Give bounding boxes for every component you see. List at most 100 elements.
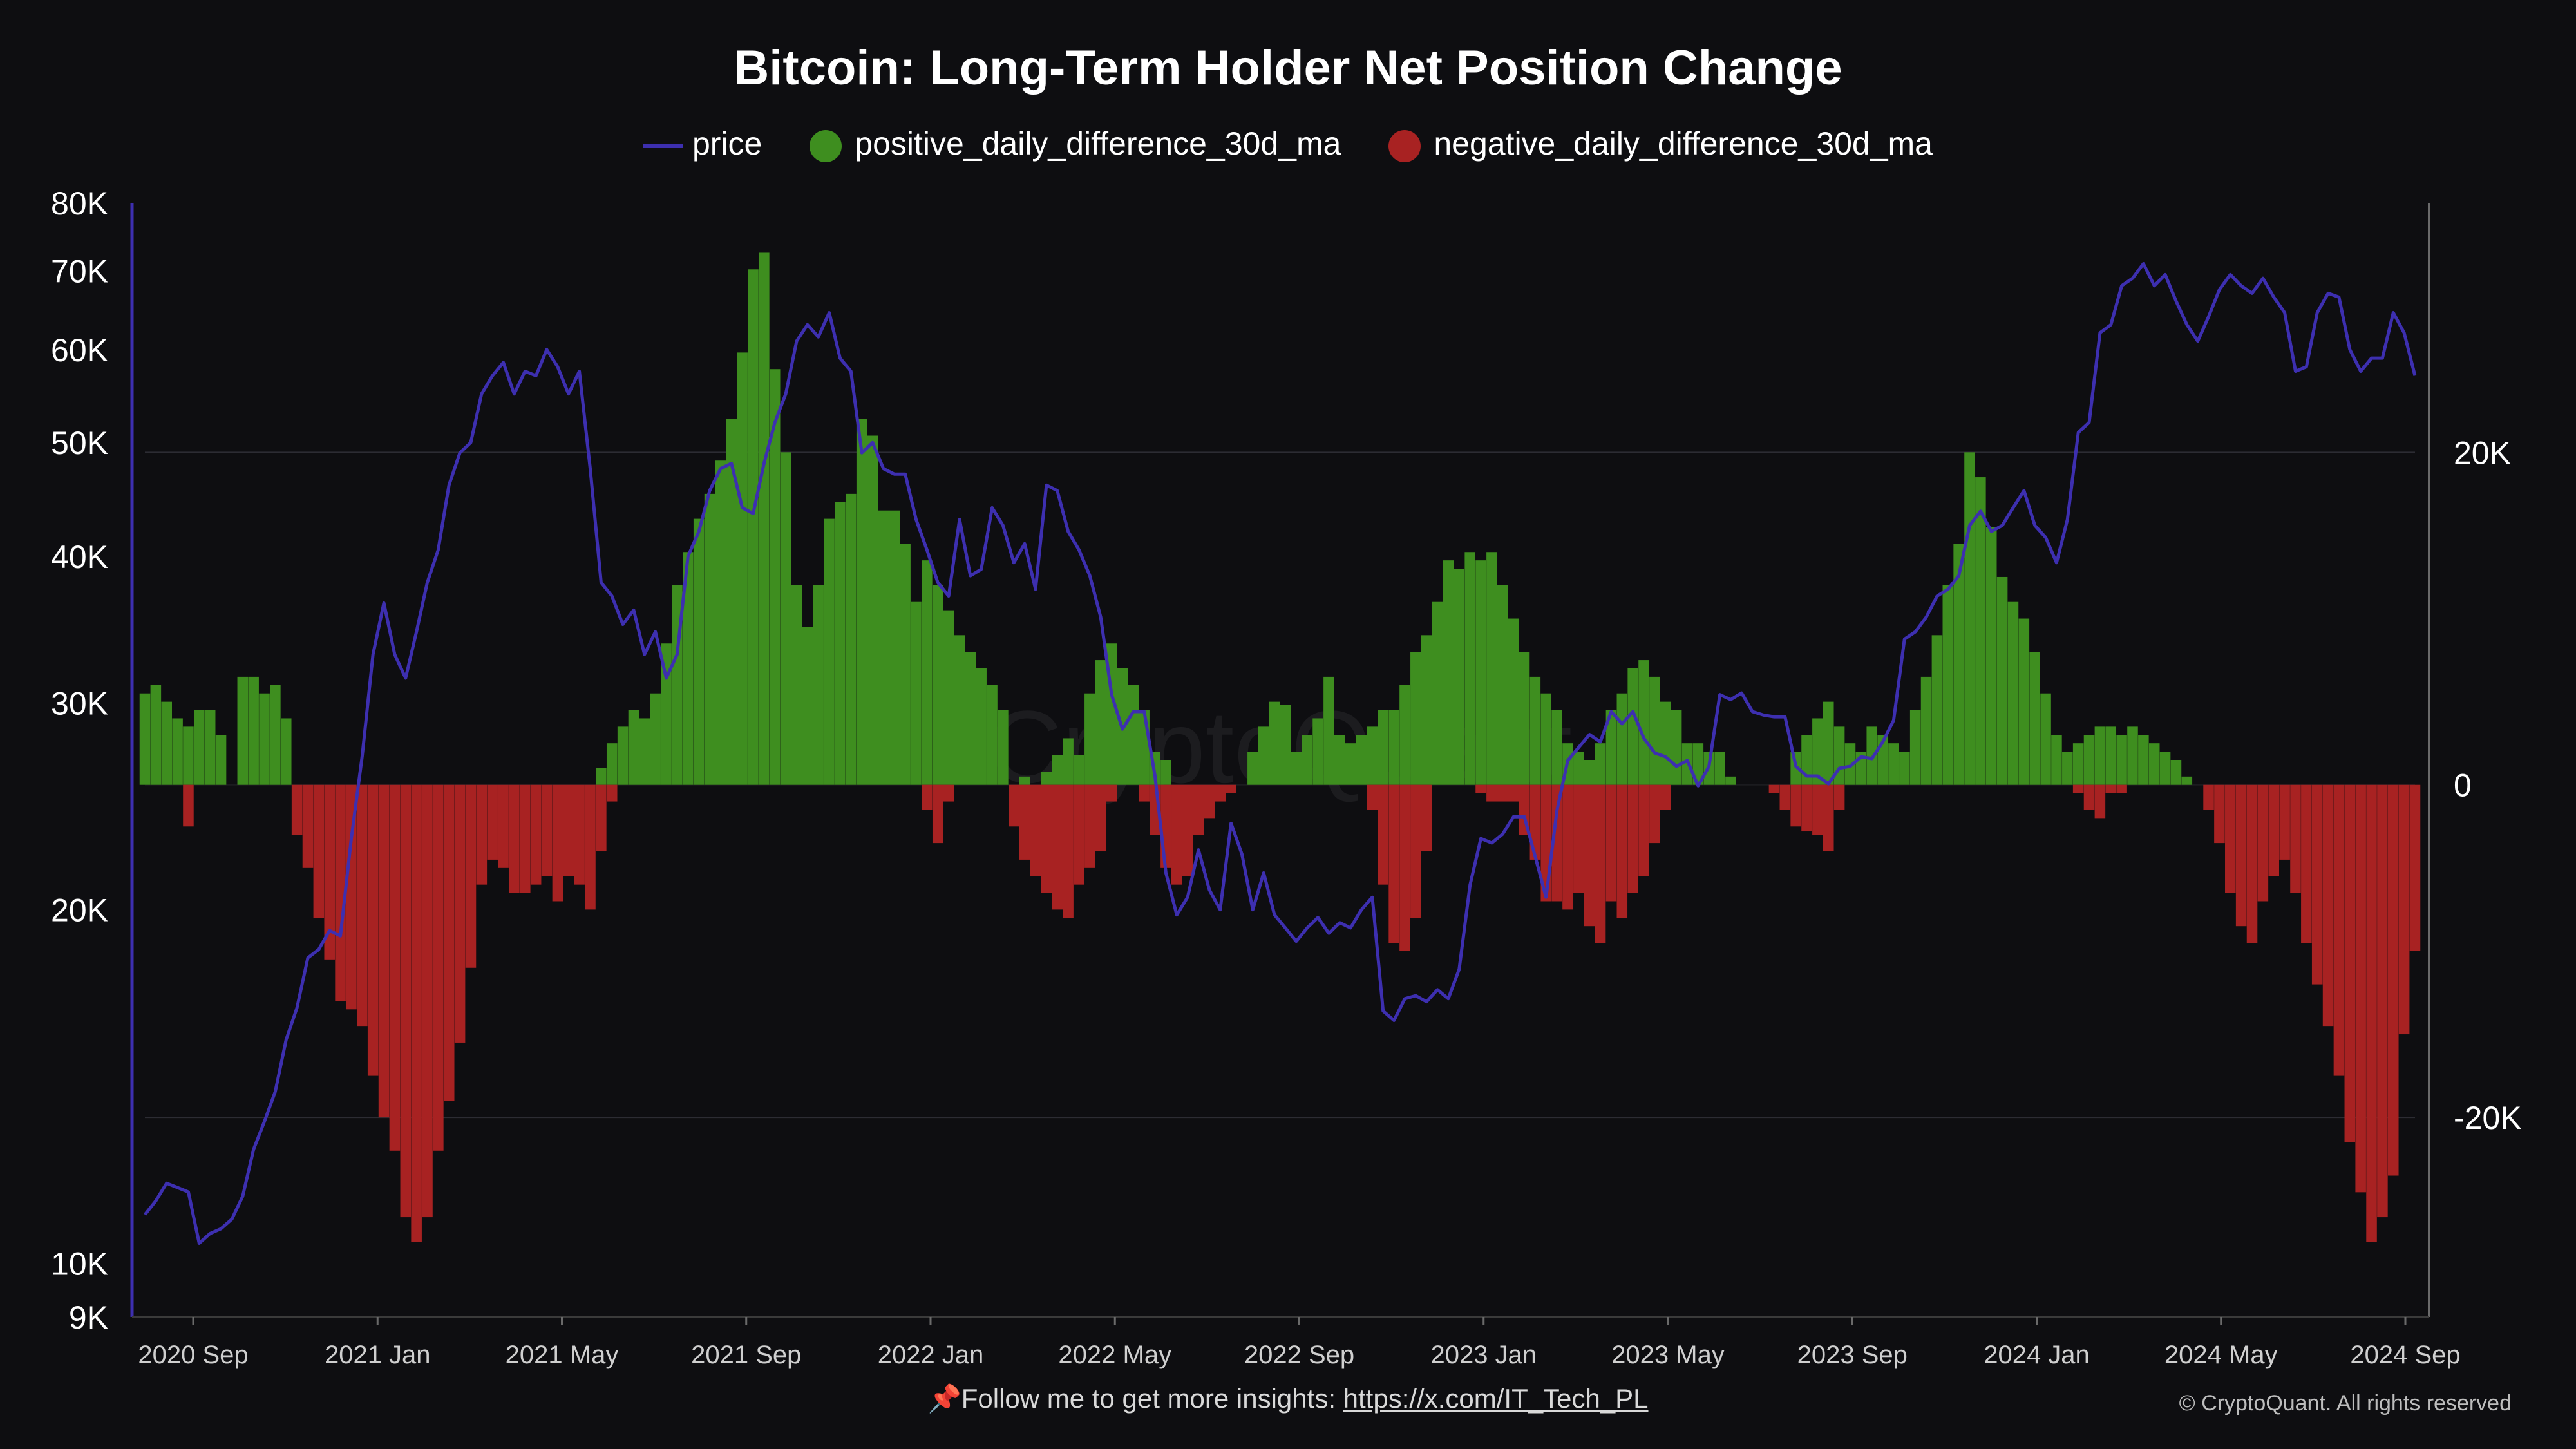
negative-bar bbox=[1399, 784, 1410, 951]
negative-bar bbox=[2116, 784, 2127, 793]
negative-bar bbox=[1388, 784, 1399, 943]
left-tick-label: 40K bbox=[51, 539, 108, 575]
positive-bars bbox=[139, 252, 2193, 785]
negative-bar bbox=[400, 784, 412, 1218]
legend-item-price[interactable]: price bbox=[643, 125, 762, 162]
positive-bar bbox=[2170, 760, 2182, 785]
negative-bar bbox=[1508, 784, 1519, 802]
positive-bar bbox=[2181, 776, 2193, 785]
negative-bar bbox=[1193, 784, 1204, 835]
negative-bar bbox=[2409, 784, 2421, 951]
left-tick-label: 50K bbox=[51, 425, 108, 461]
negative-bar bbox=[324, 784, 335, 960]
positive-bar bbox=[1519, 652, 1530, 785]
negative-bar bbox=[1551, 784, 1562, 902]
positive-bar bbox=[248, 676, 259, 785]
footer: 📌Follow me to get more insights: https:/… bbox=[0, 1383, 2576, 1415]
negative-bar bbox=[1074, 784, 1084, 885]
positive-bar bbox=[1323, 676, 1334, 785]
positive-bar bbox=[2040, 693, 2051, 785]
positive-bar bbox=[835, 502, 846, 785]
negative-bar bbox=[2301, 784, 2312, 943]
negative-bar bbox=[2366, 784, 2377, 1242]
negative-bar bbox=[1052, 784, 1063, 910]
positive-bar bbox=[954, 635, 965, 785]
positive-bar bbox=[769, 369, 781, 785]
positive-bar bbox=[1692, 743, 1704, 785]
legend-label-positive: positive_daily_difference_30d_ma bbox=[855, 125, 1341, 162]
x-tick-label: 2022 May bbox=[1058, 1341, 1171, 1369]
positive-bar bbox=[2105, 726, 2117, 785]
negative-bar bbox=[1801, 784, 1812, 832]
positive-bar bbox=[2007, 601, 2019, 785]
x-axis-ticks: 2020 Sep 2021 Jan 2021 May 2021 Sep 2022 Jan… bbox=[138, 1317, 2461, 1369]
negative-bar bbox=[563, 784, 574, 876]
negative-bar bbox=[1041, 784, 1052, 893]
positive-bar bbox=[183, 726, 194, 785]
footer-link[interactable]: https://x.com/IT_Tech_PL bbox=[1343, 1383, 1649, 1414]
negative-bar bbox=[1009, 784, 1019, 827]
negative-bar bbox=[1367, 784, 1378, 810]
positive-bar bbox=[1497, 585, 1508, 785]
positive-bar bbox=[1595, 743, 1606, 785]
x-tick-label: 2021 Jan bbox=[325, 1341, 431, 1369]
positive-bar bbox=[1996, 576, 2008, 785]
positive-bar bbox=[1302, 735, 1312, 785]
right-tick-label: -20K bbox=[2454, 1100, 2522, 1136]
positive-bar bbox=[1953, 544, 1964, 785]
negative-bar bbox=[476, 784, 488, 885]
negative-bar bbox=[465, 784, 477, 968]
positive-bar bbox=[683, 552, 694, 785]
legend-item-negative[interactable]: negative_daily_difference_30d_ma bbox=[1388, 125, 1933, 162]
negative-bar bbox=[1660, 784, 1671, 810]
negative-bar bbox=[2279, 784, 2290, 860]
left-tick-label: 80K bbox=[51, 185, 108, 222]
negative-bar bbox=[1182, 784, 1193, 876]
negative-bar bbox=[1605, 784, 1617, 902]
positive-bar bbox=[1019, 776, 1030, 785]
positive-bar bbox=[259, 693, 270, 785]
positive-bar bbox=[270, 685, 281, 785]
positive-bar bbox=[2051, 735, 2062, 785]
positive-bar bbox=[1584, 760, 1595, 785]
negative-bar bbox=[585, 784, 596, 910]
positive-bar bbox=[639, 718, 650, 785]
positive-bar bbox=[2062, 752, 2073, 785]
positive-bar bbox=[1551, 710, 1562, 785]
negative-bar bbox=[1084, 784, 1095, 868]
legend-item-positive[interactable]: positive_daily_difference_30d_ma bbox=[810, 125, 1341, 162]
positive-bar bbox=[2127, 726, 2138, 785]
positive-bar bbox=[1920, 676, 1932, 785]
negative-bar bbox=[1573, 784, 1584, 893]
positive-bar bbox=[139, 693, 151, 785]
negative-bar bbox=[2072, 784, 2084, 793]
positive-bar bbox=[693, 518, 705, 785]
negative-bar bbox=[596, 784, 607, 852]
x-tick-label: 2024 Sep bbox=[2350, 1341, 2460, 1369]
positive-bar bbox=[932, 585, 943, 785]
positive-bar bbox=[280, 718, 292, 785]
positive-bar bbox=[1247, 752, 1258, 785]
negative-bar bbox=[2333, 784, 2345, 1076]
left-tick-label: 10K bbox=[51, 1246, 108, 1282]
negative-bar bbox=[552, 784, 564, 902]
red-dot-icon bbox=[1388, 129, 1421, 162]
positive-bar bbox=[650, 693, 661, 785]
negative-bars bbox=[183, 784, 2421, 1242]
negative-bar bbox=[1139, 784, 1150, 802]
positive-bar bbox=[965, 652, 976, 785]
positive-bar bbox=[628, 710, 639, 785]
negative-bar bbox=[2203, 784, 2214, 810]
negative-bar bbox=[530, 784, 542, 885]
positive-bar bbox=[1660, 701, 1671, 785]
negative-bar bbox=[1790, 784, 1801, 827]
positive-bar bbox=[1616, 693, 1628, 785]
positive-bar bbox=[1942, 585, 1954, 785]
positive-bar bbox=[824, 518, 835, 785]
positive-bar bbox=[1399, 685, 1410, 785]
price-series-line bbox=[144, 262, 2417, 1245]
negative-bar bbox=[520, 784, 531, 893]
negative-bar bbox=[443, 784, 455, 1101]
left-axis-ticks: 9K 10K 20K 30K 40K 50K 60K 70K 80K bbox=[51, 185, 108, 1336]
positive-bar bbox=[1280, 705, 1291, 785]
